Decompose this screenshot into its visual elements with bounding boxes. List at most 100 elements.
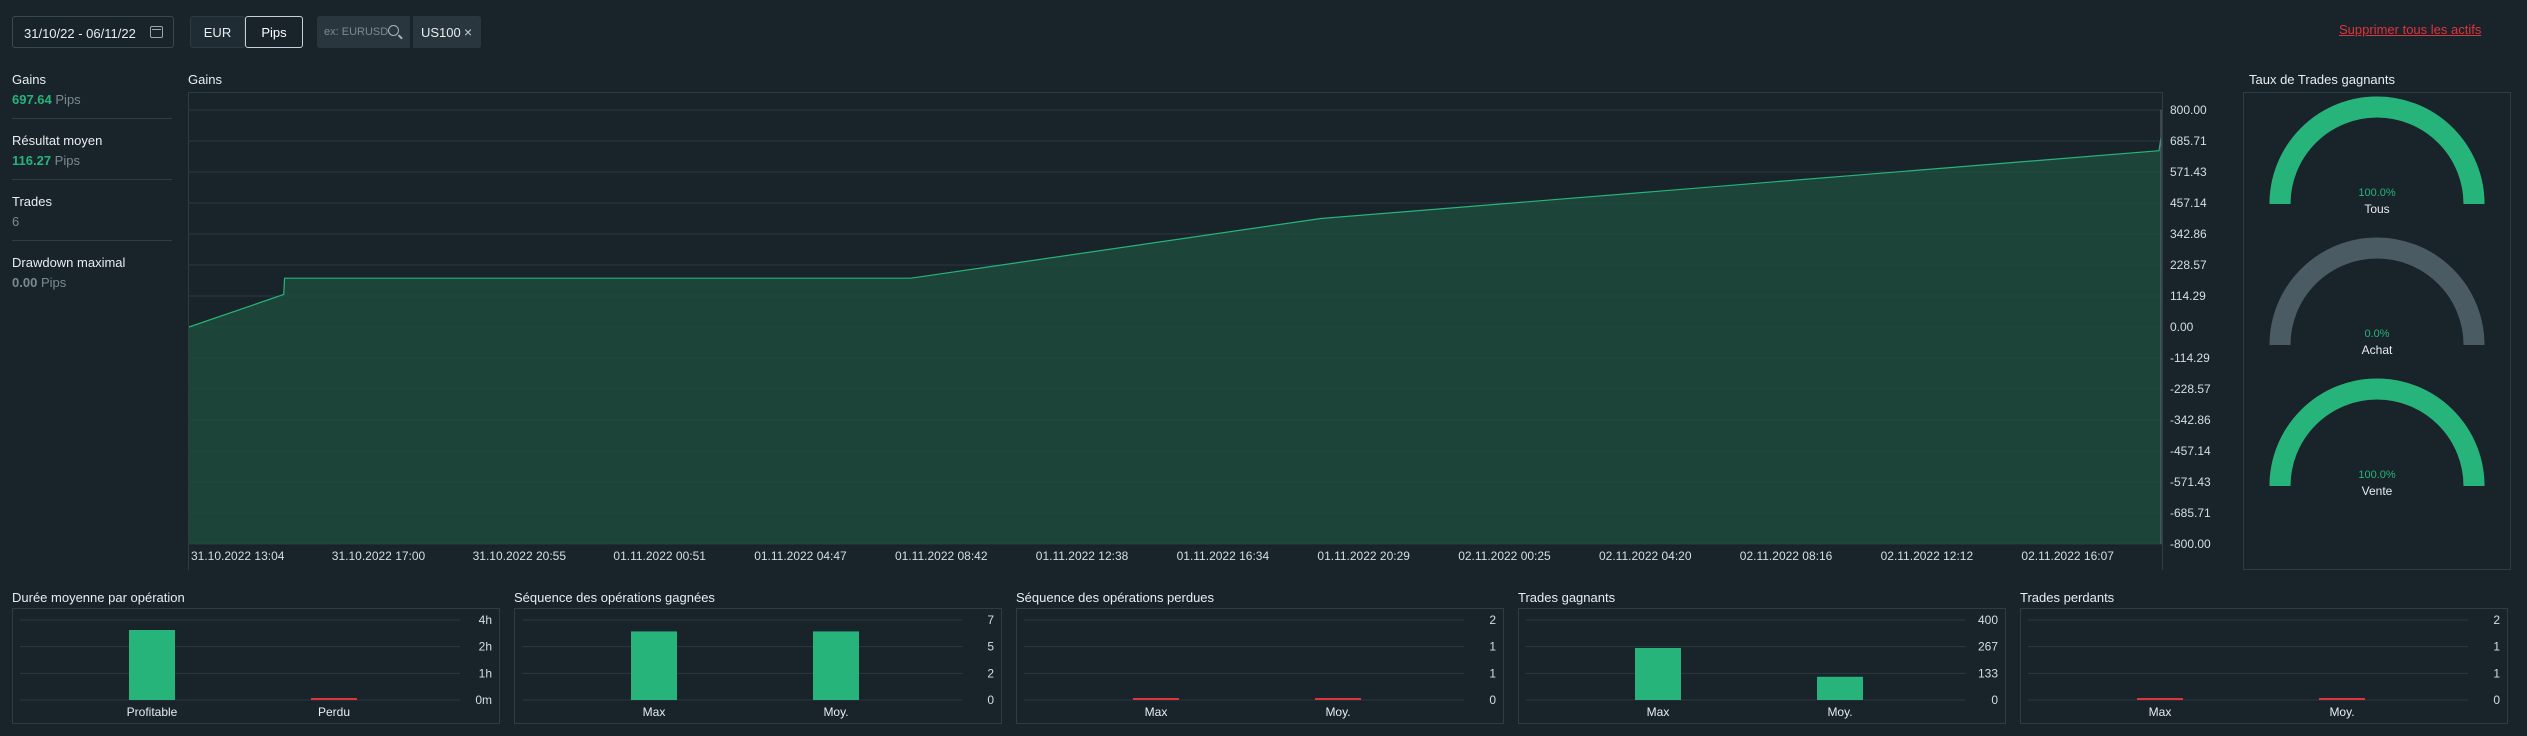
asset-chip: US100 × [413,16,481,48]
y-tick-label: 0m [475,693,492,707]
gains-line [188,137,2162,328]
y-tick-label: 0 [1489,693,1496,707]
x-tick-label: Moy. [1325,705,1350,719]
gauge-track [2269,237,2485,346]
win-rate-gauge: 100.0% Tous [2269,96,2485,216]
y-tick-label: -342.86 [2170,413,2211,427]
x-tick-label: 02.11.2022 16:07 [2021,549,2114,563]
y-tick-label: 342.86 [2170,227,2207,241]
calendar-icon[interactable] [150,26,163,38]
asset-search-input[interactable]: ex: EURUSD [317,16,410,48]
x-tick-label: Moy. [823,705,848,719]
close-icon[interactable]: × [464,24,473,40]
bar-chart-frame [514,608,1002,724]
unit-eur-button[interactable]: EUR [190,16,245,48]
bar [311,698,357,700]
stat-title: Gains [12,72,46,87]
bar [1133,698,1179,700]
stat-gains: Gains 697.64 Pips [12,72,172,107]
x-tick-label: 02.11.2022 12:12 [1881,549,1974,563]
y-tick-label: -800.00 [2170,537,2211,551]
gauge-value: 100.0% [2358,187,2396,199]
x-tick-label: 02.11.2022 04:20 [1599,549,1692,563]
gains-chart: 800.00 685.71 571.43 457.14 342.86 228.57 114.… [188,92,2211,570]
y-tick-label: 1 [1489,640,1496,654]
divider [12,179,172,180]
stat-average-result: Résultat moyen 116.27 Pips [12,133,172,168]
y-tick-label: -114.29 [2170,351,2210,365]
x-tick-label: 01.11.2022 20:29 [1317,549,1410,563]
stat-value: 0.00 [12,275,38,290]
y-tick-label: 228.57 [2170,258,2207,272]
y-tick-label: 0 [2493,693,2500,707]
gauge-label: Achat [2362,343,2393,357]
x-tick-label: Max [1145,705,1168,719]
stat-unit: Pips [55,92,81,107]
unit-pips-button[interactable]: Pips [245,16,303,48]
gauge-fill [2269,96,2485,205]
x-tick-label: 31.10.2022 20:55 [473,549,567,563]
x-tick-label: Moy. [2329,705,2354,719]
x-tick-label: 02.11.2022 08:16 [1740,549,1833,563]
x-tick-label: 01.11.2022 16:34 [1177,549,1270,563]
chart-frame [188,92,2163,570]
gauge-fill [2269,378,2485,487]
bar-chart-frame [12,608,500,724]
x-tick-label: 01.11.2022 08:42 [895,549,988,563]
search-icon[interactable] [388,25,399,36]
y-tick-label: -571.43 [2170,475,2211,489]
bar-chart: 2 1 1 0 Max Moy. [2020,608,2508,724]
x-tick-label: Max [2149,705,2172,719]
bar [2137,698,2183,700]
gauge-label: Tous [2364,202,2389,216]
win-rate-panel: 100.0% Tous 0.0% Achat 100.0% Vente [2243,92,2511,570]
stat-title: Résultat moyen [12,133,103,148]
bar [2319,698,2365,700]
x-tick-label: 02.11.2022 00:25 [1458,549,1551,563]
bar-chart-frame [1016,608,1504,724]
divider [12,240,172,241]
bar-chart: 4h 2h 1h 0m Profitable Perdu [12,608,500,724]
x-tick-label: 01.11.2022 00:51 [613,549,706,563]
bar [1635,648,1681,700]
bar [129,630,175,700]
date-range-picker[interactable]: 31/10/22 - 06/11/22 [12,16,174,48]
y-tick-label: 685.71 [2170,134,2207,148]
x-tick-label: 31.10.2022 13:04 [191,549,285,563]
y-tick-label: 2 [987,666,994,680]
y-tick-label: 2 [2493,613,2500,627]
bar-chart: 7 5 2 0 Max Moy. [514,608,1002,724]
y-tick-label: 0 [987,693,994,707]
y-tick-label: 2h [479,640,492,654]
bar-chart-frame [1518,608,2006,724]
stat-trades: Trades 6 [12,194,172,229]
remove-all-assets-link[interactable]: Supprimer tous les actifs [2339,22,2482,37]
y-tick-label: -457.14 [2170,444,2211,458]
y-tick-label: 2 [1489,613,1496,627]
y-tick-label: 1 [2493,666,2500,680]
bar-chart-title: Trades gagnants [1518,590,1616,605]
y-tick-label: 400 [1978,613,1998,627]
stat-unit: Pips [54,153,80,168]
x-tick-label: Max [643,705,666,719]
y-tick-label: 267 [1978,640,1998,654]
gains-chart-title: Gains [188,72,222,87]
bar-chart: 2 1 1 0 Max Moy. [1016,608,1504,724]
win-rate-gauges: 100.0% Tous 0.0% Achat 100.0% Vente [2269,96,2485,498]
y-tick-label: 1 [2493,640,2500,654]
y-tick-label: -685.71 [2170,506,2211,520]
x-tick-label: Moy. [1827,705,1852,719]
bar [1315,698,1361,700]
x-tick-label: Perdu [318,705,350,719]
date-range-text: 31/10/22 - 06/11/22 [24,26,136,41]
x-tick-label: Max [1647,705,1670,719]
bar-chart-title: Trades perdants [2020,590,2115,605]
bar-chart-title: Séquence des opérations gagnées [514,590,715,605]
y-tick-label: 571.43 [2170,165,2207,179]
gains-area [189,137,2161,545]
bar-chart-frame [2020,608,2508,724]
asset-chip-label: US100 [421,25,461,40]
y-tick-label: 1h [479,666,492,680]
bar [1817,676,1863,700]
y-tick-label: 800.00 [2170,103,2207,117]
